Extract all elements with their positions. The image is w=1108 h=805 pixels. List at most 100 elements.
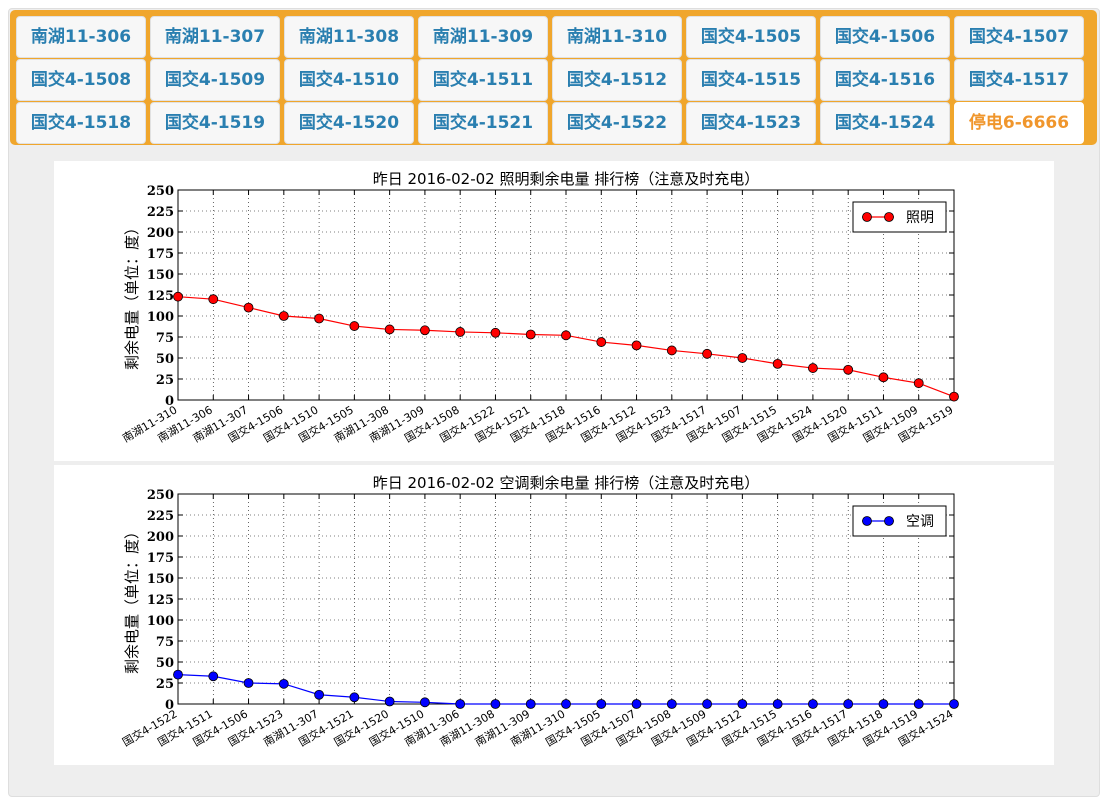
- chart1-data-point: [843, 699, 854, 709]
- chart1-data-point: [737, 699, 748, 709]
- chart0-grid: [177, 189, 955, 401]
- chart1-title: 昨日 2016-02-02 空调剩余电量 排行榜（注意及时充电）: [373, 474, 759, 492]
- room-tab-15[interactable]: 国交4-1516: [820, 59, 950, 101]
- chart1-data-point: [561, 699, 571, 709]
- chart0-data-point: [913, 378, 924, 389]
- room-tab-21[interactable]: 国交4-1522: [552, 102, 682, 144]
- chart0-data-point: [384, 324, 395, 335]
- chart0-data-point: [561, 330, 571, 341]
- chart0-data-point: [420, 325, 430, 336]
- chart1-data-point: [314, 689, 324, 700]
- chart0-ytick-label: 200: [147, 226, 174, 241]
- chart0-data-point: [243, 302, 254, 313]
- chart1-data-point: [490, 699, 501, 709]
- room-tab-6[interactable]: 国交4-1505: [686, 16, 816, 58]
- chart0-data-point: [525, 329, 536, 340]
- chart1-legend-label: 空调: [906, 514, 934, 530]
- chart1-grid: [177, 493, 955, 705]
- chart0-data-point: [878, 372, 889, 383]
- chart1-data-point: [596, 699, 607, 709]
- chart0-data-point: [208, 294, 219, 305]
- chart0-data-point: [702, 348, 712, 359]
- chart0-data-point: [349, 321, 360, 331]
- room-tab-7[interactable]: 国交4-1506: [820, 16, 950, 58]
- chart1-data-point: [349, 692, 360, 703]
- chart0-ytick-label: 50: [156, 352, 174, 367]
- room-tab-5[interactable]: 南湖11-310: [552, 16, 682, 58]
- room-tab-13[interactable]: 国交4-1512: [552, 59, 682, 101]
- room-tab-24[interactable]: 停电6-6666: [954, 102, 1084, 144]
- chart1-ytick-label: 175: [147, 551, 174, 566]
- room-tab-9[interactable]: 国交4-1508: [16, 59, 146, 101]
- lighting-chart: 昨日 2016-02-02 照明剩余电量 排行榜（注意及时充电） 0 25 50 75 1…: [120, 170, 959, 445]
- chart1-data-point: [278, 678, 289, 689]
- chart1-legend: 空调: [852, 505, 947, 537]
- chart1-data-point: [384, 696, 395, 707]
- room-tab-12[interactable]: 国交4-1511: [418, 59, 548, 101]
- chart0-data-point: [278, 311, 289, 321]
- room-tab-10[interactable]: 国交4-1509: [150, 59, 280, 101]
- chart1-data-point: [631, 699, 642, 709]
- chart1-data-point: [208, 671, 219, 682]
- room-tab-16[interactable]: 国交4-1517: [954, 59, 1084, 101]
- ac-chart-panel: 昨日 2016-02-02 空调剩余电量 排行榜（注意及时充电） 0 25 50 75 1…: [54, 465, 1054, 765]
- chart0-data-point: [772, 358, 783, 369]
- chart0-data-point: [455, 327, 466, 337]
- room-tab-19[interactable]: 国交4-1520: [284, 102, 414, 144]
- chart1-ytick-label: 0: [165, 698, 174, 713]
- chart1-data-point: [808, 699, 818, 709]
- chart1-ytick-label: 50: [156, 656, 174, 671]
- room-tab-2[interactable]: 南湖11-307: [150, 16, 280, 58]
- chart0-data-point: [490, 327, 501, 338]
- chart1-data-point: [525, 699, 536, 709]
- chart0-ytick-label: 100: [147, 310, 174, 325]
- room-tab-bar: 南湖11-306 南湖11-307 南湖11-308 南湖11-309 南湖11-310…: [10, 10, 1097, 145]
- chart1-data-point: [173, 669, 183, 680]
- chart1-data-point: [702, 699, 712, 709]
- room-tab-1[interactable]: 南湖11-306: [16, 16, 146, 58]
- chart0-data-point: [596, 337, 607, 347]
- chart0-ytick-label: 175: [147, 247, 174, 262]
- chart0-ytick-label: 75: [156, 331, 174, 346]
- lighting-chart-panel: 昨日 2016-02-02 照明剩余电量 排行榜（注意及时充电） 0 25 50 75 1…: [54, 161, 1054, 461]
- chart0-data-point: [949, 391, 959, 402]
- chart1-ytick-label: 125: [147, 593, 174, 608]
- chart1-data-point: [243, 678, 254, 688]
- chart1-data-point: [878, 699, 889, 709]
- chart1-data-point: [666, 699, 677, 709]
- room-tab-23[interactable]: 国交4-1524: [820, 102, 950, 144]
- chart1-ylabel: 剩余电量（单位：度）: [123, 524, 141, 674]
- chart1-ytick-label: 100: [147, 614, 174, 629]
- room-tab-18[interactable]: 国交4-1519: [150, 102, 280, 144]
- room-tab-11[interactable]: 国交4-1510: [284, 59, 414, 101]
- chart1-data-point: [455, 699, 466, 709]
- room-tab-8[interactable]: 国交4-1507: [954, 16, 1084, 58]
- chart0-data-point: [173, 291, 183, 302]
- chart0-data-point: [314, 313, 324, 324]
- chart0-legend: 照明: [852, 201, 947, 233]
- chart0-data-point: [666, 345, 677, 356]
- chart1-ytick-label: 25: [156, 677, 174, 692]
- chart1-ytick-label: 250: [147, 488, 174, 503]
- room-tab-4[interactable]: 南湖11-309: [418, 16, 548, 58]
- ac-chart: 昨日 2016-02-02 空调剩余电量 排行榜（注意及时充电） 0 25 50 75 1…: [120, 474, 959, 749]
- room-tab-20[interactable]: 国交4-1521: [418, 102, 548, 144]
- chart0-ytick-label: 25: [156, 373, 174, 388]
- chart0-ytick-label: 125: [147, 289, 174, 304]
- room-tab-14[interactable]: 国交4-1515: [686, 59, 816, 101]
- room-tab-17[interactable]: 国交4-1518: [16, 102, 146, 144]
- room-tab-22[interactable]: 国交4-1523: [686, 102, 816, 144]
- chart1-data-point: [772, 699, 783, 709]
- chart0-data-point: [808, 363, 818, 373]
- chart0-ytick-label: 225: [147, 205, 174, 220]
- chart0-ytick-label: 150: [147, 268, 174, 283]
- chart0-data-point: [737, 353, 748, 363]
- chart0-ytick-label: 0: [165, 394, 174, 409]
- chart1-ytick-label: 150: [147, 572, 174, 587]
- chart1-data-point: [420, 697, 430, 708]
- chart0-ylabel: 剩余电量（单位：度）: [123, 220, 141, 370]
- chart0-data-point: [843, 364, 854, 375]
- room-tab-3[interactable]: 南湖11-308: [284, 16, 414, 58]
- chart1-data-point: [913, 699, 924, 709]
- chart1-ytick-label: 75: [156, 635, 174, 650]
